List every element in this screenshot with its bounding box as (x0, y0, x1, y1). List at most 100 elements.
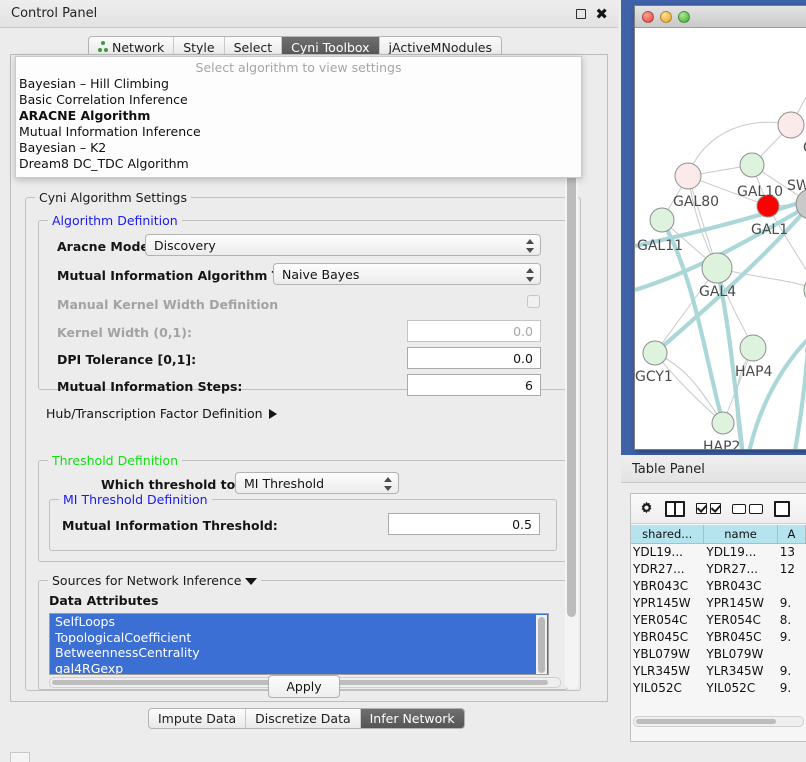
cell-a: 8. (779, 613, 792, 627)
tab-jactivemnodules[interactable]: jActiveMNodules (388, 39, 493, 55)
dpi-tolerance-label: DPI Tolerance [0,1]: (57, 352, 197, 367)
tab-infer-network[interactable]: Infer Network (360, 709, 464, 728)
data-attributes-list[interactable]: SelfLoops TopologicalCoefficient Between… (49, 613, 549, 675)
menu-item-aracne-algorithm[interactable]: ARACNE Algorithm (19, 108, 151, 123)
mi-algorithm-type-combo[interactable]: Naive Bayes (273, 263, 541, 285)
cell-name: YER054C (706, 613, 761, 627)
table-panel-titlebar: Table Panel (621, 455, 806, 483)
table-row[interactable]: YLR345W YLR345W 9. (631, 663, 806, 680)
which-threshold-combo[interactable]: MI Threshold (235, 472, 399, 494)
network-window: GAL80 GAL10 GAL1 GAL11 GAL4 SWI4 GCY1 HA… (634, 5, 806, 450)
chevron-updown-icon (384, 476, 393, 492)
tab-discretize-data[interactable]: Discretize Data (246, 709, 361, 728)
node (777, 111, 805, 139)
column-header-a[interactable]: A (777, 525, 806, 544)
table-row[interactable]: YDR27... YDR27... 12 (631, 561, 806, 578)
table-header-row: shared... name A (631, 525, 806, 544)
column-header-shared[interactable]: shared... (631, 525, 705, 544)
cell-a: 12 (779, 562, 795, 576)
restore-icon[interactable] (576, 9, 586, 19)
table-row[interactable]: YBL079W YBL079W (631, 646, 806, 663)
node-label: HAP2 (703, 439, 740, 450)
tab-cyni-toolbox[interactable]: Cyni Toolbox (282, 37, 380, 57)
list-item[interactable]: gal4RGexp (50, 660, 548, 674)
gear-icon[interactable] (639, 501, 654, 516)
manual-kernel-width-label: Manual Kernel Width Definition (57, 297, 279, 312)
tab-select[interactable]: Select (225, 37, 283, 57)
table-row[interactable]: YDL19... YDL19... 13 (631, 544, 806, 561)
unchecked-boxes-icon[interactable] (732, 503, 763, 514)
manual-kernel-width-checkbox[interactable] (527, 295, 540, 308)
menu-item-bayesian-k2[interactable]: Bayesian – K2 (19, 140, 107, 155)
control-panel: Control Panel ✖ Network Style Select Cyn… (0, 0, 618, 729)
apply-button[interactable]: Apply (268, 675, 340, 698)
sources-legend-label: Sources for Network Inference (52, 573, 242, 588)
list-item[interactable]: BetweennessCentrality (50, 645, 548, 661)
node (739, 152, 765, 178)
menu-item-basic-correlation-inference[interactable]: Basic Correlation Inference (19, 92, 188, 107)
close-dot-icon[interactable] (642, 11, 654, 23)
node (795, 189, 806, 219)
dpi-tolerance-field[interactable]: 0.0 (407, 347, 541, 369)
node-label: GCY1 (635, 369, 673, 385)
cell-name: YBR043C (706, 579, 762, 593)
cell-a: 13 (779, 545, 795, 559)
cell-shared: YDL19... (633, 545, 683, 559)
menu-item-mutual-information-inference[interactable]: Mutual Information Inference (19, 124, 201, 139)
node (701, 252, 733, 284)
node-label: SWI4 (787, 178, 806, 194)
aracne-mode-combo[interactable]: Discovery (145, 234, 541, 256)
table-row[interactable]: YER054C YER054C 8. (631, 612, 806, 629)
checked-boxes-icon[interactable] (696, 503, 721, 514)
cell-shared: YBR043C (633, 579, 689, 593)
network-canvas[interactable]: GAL80 GAL10 GAL1 GAL11 GAL4 SWI4 GCY1 HA… (635, 28, 806, 449)
edge-table-icon[interactable] (774, 500, 790, 517)
cyni-algorithm-settings-group: Cyni Algorithm Settings Algorithm Defini… (25, 190, 581, 691)
table-panel-title: Table Panel (632, 462, 705, 477)
table-toolbar (631, 494, 806, 524)
zoom-dot-icon[interactable] (678, 11, 690, 23)
minimize-dot-icon[interactable] (660, 11, 672, 23)
sources-legend: Sources for Network Inference (48, 573, 262, 588)
list-item[interactable]: TopologicalCoefficient (50, 629, 548, 645)
algorithm-selection-popup: Select algorithm to view settings Bayesi… (15, 56, 582, 178)
column-header-name[interactable]: name (704, 525, 778, 544)
hub-transcription-factor-toggle[interactable]: Hub/Transcription Factor Definition (46, 406, 277, 421)
node-label: GAL (803, 140, 806, 156)
table-panel: Table Panel (621, 455, 806, 762)
mi-steps-field[interactable]: 6 (407, 374, 541, 396)
close-icon[interactable]: ✖ (595, 5, 608, 23)
panel-vertical-scrollbar[interactable] (565, 69, 578, 689)
mi-threshold-field[interactable]: 0.5 (388, 513, 540, 535)
list-item[interactable]: SelfLoops (50, 614, 548, 630)
triangle-down-icon (245, 578, 258, 585)
cell-name: YDR27... (706, 562, 758, 576)
split-panel-icon[interactable] (665, 500, 685, 517)
node (756, 194, 780, 218)
table-row[interactable]: YBR043C YBR043C (631, 578, 806, 595)
kernel-width-field[interactable]: 0.0 (407, 320, 541, 342)
tab-impute-data[interactable]: Impute Data (149, 709, 247, 728)
attribute-table[interactable]: shared... name A YDL19... YDL19... 13 YD… (631, 525, 806, 728)
menu-item-bayesian-hill-climbing[interactable]: Bayesian – Hill Climbing (19, 76, 169, 91)
which-threshold-value: MI Threshold (244, 475, 325, 491)
menu-item-dream8-dc-tdc-algorithm[interactable]: Dream8 DC_TDC Algorithm (19, 156, 189, 171)
cell-name: YBL079W (706, 647, 764, 661)
node-label: GAL1 (751, 222, 788, 238)
tab-style[interactable]: Style (174, 37, 225, 57)
tab-network-label: Network (112, 39, 165, 55)
table-row[interactable]: YBR045C YBR045C 9. (631, 629, 806, 646)
mi-threshold-definition-legend: MI Threshold Definition (59, 492, 212, 507)
triangle-right-icon (268, 408, 277, 419)
cell-name: YBR045C (706, 630, 762, 644)
list-vertical-scrollbar[interactable] (536, 615, 547, 674)
table-row[interactable]: YPR145W YPR145W 9. (631, 595, 806, 612)
cyni-mode-tabs: Impute Data Discretize Data Infer Networ… (148, 708, 465, 729)
tab-network[interactable]: Network (89, 37, 175, 57)
table-row[interactable]: YIL052C YIL052C 9. (631, 680, 806, 697)
node (674, 162, 702, 190)
cell-shared: YPR145W (633, 596, 691, 610)
kernel-width-label: Kernel Width (0,1): (57, 325, 192, 340)
aracne-mode-value: Discovery (154, 237, 216, 253)
table-horizontal-scrollbar[interactable] (633, 716, 804, 727)
